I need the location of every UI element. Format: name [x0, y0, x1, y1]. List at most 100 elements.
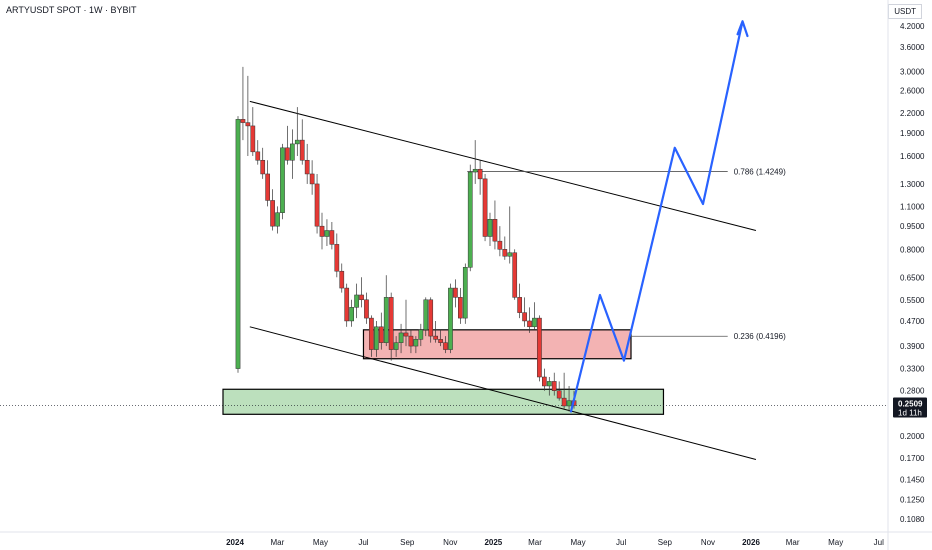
bearish-candle [537, 315, 542, 382]
y-tick-label: 1.3000 [900, 180, 925, 189]
candle-body [265, 173, 270, 201]
candle-body [294, 139, 300, 145]
x-tick-label: 2025 [484, 538, 502, 547]
candle-body [324, 230, 330, 237]
candle-body [482, 178, 488, 237]
x-tick-label: May [570, 538, 585, 547]
candle-body [537, 317, 542, 378]
bearish-candle [556, 381, 562, 401]
candle-body [378, 326, 384, 343]
bearish-candle [388, 292, 394, 361]
x-tick-label: Sep [400, 538, 415, 547]
candle-body [517, 297, 522, 313]
bullish-candle [294, 107, 300, 156]
candle-body [334, 244, 340, 272]
bullish-candle [532, 302, 537, 330]
bullish-candle [413, 336, 419, 354]
candle-body [502, 249, 508, 257]
candle-body [472, 168, 478, 173]
x-tick-label: 2024 [226, 538, 244, 547]
candle-body [260, 159, 266, 175]
bullish-candle [418, 323, 424, 347]
candle-body [339, 270, 345, 289]
candle-body [428, 299, 434, 337]
bullish-candle [448, 283, 453, 354]
y-tick-label: 3.0000 [900, 67, 925, 76]
bearish-candle [364, 292, 369, 324]
y-tick-label: 2.6000 [900, 87, 925, 96]
last-price-tag-bg [893, 397, 927, 418]
x-tick-label: Nov [701, 538, 715, 547]
bearish-candle [458, 288, 463, 324]
candle-body [309, 173, 315, 185]
candle-body [235, 119, 241, 369]
candle-body [433, 335, 438, 340]
candle-body [319, 225, 325, 237]
x-tick-label: May [313, 538, 328, 547]
y-tick-label: 1.6000 [900, 152, 925, 161]
bearish-candle [502, 236, 508, 260]
y-tick-label: 0.1080 [900, 515, 925, 524]
bullish-candle [462, 263, 468, 324]
candle-body [418, 329, 424, 340]
candle-body [398, 332, 404, 343]
x-tick-label: Sep [658, 538, 673, 547]
bullish-candle [349, 299, 354, 327]
y-tick-label: 4.2000 [900, 22, 925, 31]
candle-body [556, 390, 562, 399]
candle-body [270, 200, 275, 227]
lower-channel-line [249, 326, 757, 460]
candle-body [492, 219, 498, 242]
bearish-candle [492, 200, 498, 250]
bullish-candle [398, 323, 404, 354]
bullish-candle [393, 336, 399, 357]
bearish-candle [250, 107, 256, 156]
bearish-candle [453, 279, 458, 308]
candle-body [290, 143, 295, 161]
candle-body [280, 147, 285, 213]
candle-body [527, 320, 532, 328]
green-zone [222, 388, 665, 415]
bearish-candle [378, 312, 384, 350]
y-tick-label: 0.3300 [900, 365, 925, 374]
candle-body [408, 335, 414, 347]
price-unit-badge[interactable]: USDT [888, 4, 922, 19]
candle-body [532, 317, 537, 328]
bearish-candle [369, 315, 374, 357]
y-tick-label: 0.5500 [900, 296, 925, 305]
candle-body [413, 339, 419, 347]
y-tick-label: 1.9000 [900, 129, 925, 138]
candle-body [448, 287, 453, 350]
candle-body [240, 119, 246, 123]
bearish-candle [433, 320, 438, 343]
bearish-candle [482, 173, 488, 242]
bearish-candle [443, 336, 448, 354]
candle-body [512, 252, 518, 298]
candle-body [477, 168, 483, 180]
candle-body [462, 267, 468, 319]
candle-body [507, 252, 513, 257]
y-tick-label: 0.1450 [900, 475, 925, 484]
bearish-candle [542, 368, 547, 391]
bearish-candle [403, 299, 409, 347]
candle-body [453, 287, 458, 298]
candle-body [314, 183, 320, 227]
candle-body [423, 299, 429, 331]
fib-level-label: 0.236 (0.4196) [734, 332, 786, 341]
candle-body [388, 297, 394, 350]
y-tick-label: 0.1250 [900, 495, 925, 504]
bearish-candle [551, 372, 557, 396]
projection-path [569, 20, 749, 413]
x-tick-label: May [828, 538, 843, 547]
y-tick-label: 2.2000 [900, 109, 925, 118]
candle-body [255, 151, 261, 161]
bearish-candle [477, 160, 483, 195]
x-tick-label: Mar [270, 538, 284, 547]
x-tick-label: Mar [786, 538, 800, 547]
candle-body [522, 312, 527, 322]
bearish-candle [339, 263, 345, 293]
bearish-candle [285, 125, 290, 165]
candle-body [250, 125, 256, 153]
x-tick-label: Nov [443, 538, 457, 547]
